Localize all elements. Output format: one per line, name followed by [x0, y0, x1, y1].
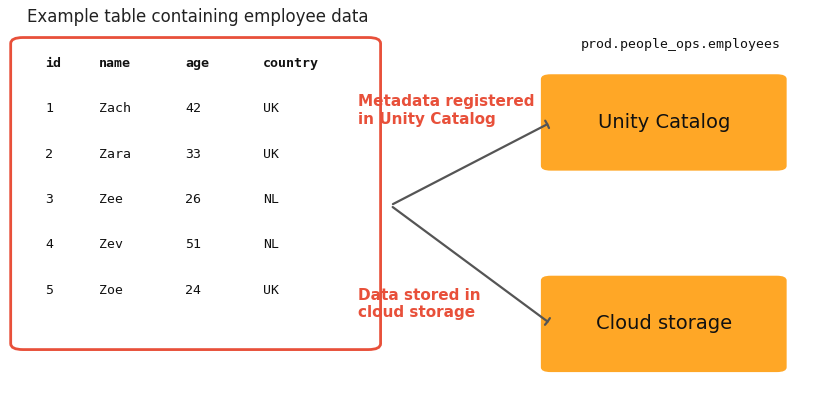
Text: 42: 42	[185, 102, 201, 115]
Text: UK: UK	[263, 102, 279, 115]
Text: Zee: Zee	[99, 193, 122, 206]
Text: 3: 3	[45, 193, 53, 206]
Text: NL: NL	[263, 239, 279, 251]
Text: country: country	[263, 57, 319, 70]
Text: NL: NL	[263, 193, 279, 206]
FancyBboxPatch shape	[541, 74, 787, 171]
Text: 4: 4	[45, 239, 53, 251]
Text: Cloud storage: Cloud storage	[596, 314, 732, 333]
Text: Zara: Zara	[99, 148, 131, 160]
Text: name: name	[99, 57, 131, 70]
Text: Zach: Zach	[99, 102, 131, 115]
Text: Data stored in
cloud storage: Data stored in cloud storage	[358, 288, 480, 320]
Text: age: age	[185, 57, 209, 70]
Text: 26: 26	[185, 193, 201, 206]
Text: UK: UK	[263, 284, 279, 297]
Text: Zev: Zev	[99, 239, 122, 251]
Text: 33: 33	[185, 148, 201, 160]
Text: 24: 24	[185, 284, 201, 297]
Text: UK: UK	[263, 148, 279, 160]
Text: 1: 1	[45, 102, 53, 115]
Text: 5: 5	[45, 284, 53, 297]
Text: 51: 51	[185, 239, 201, 251]
Text: prod.people_ops.employees: prod.people_ops.employees	[581, 38, 781, 51]
Text: Metadata registered
in Unity Catalog: Metadata registered in Unity Catalog	[358, 94, 534, 127]
Text: Zoe: Zoe	[99, 284, 122, 297]
FancyBboxPatch shape	[11, 38, 381, 350]
Text: 2: 2	[45, 148, 53, 160]
Text: Example table containing employee data: Example table containing employee data	[27, 8, 368, 26]
FancyBboxPatch shape	[541, 276, 787, 372]
Text: Unity Catalog: Unity Catalog	[598, 113, 730, 132]
Text: id: id	[45, 57, 61, 70]
